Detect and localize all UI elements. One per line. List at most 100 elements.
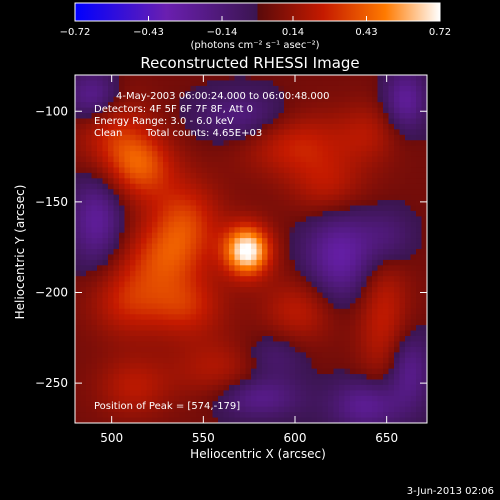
heatmap-cell (410, 200, 417, 207)
heatmap-cell (344, 297, 351, 304)
heatmap-cell (223, 238, 230, 245)
heatmap-cell (344, 270, 351, 277)
heatmap-cell (410, 232, 417, 239)
heatmap-cell (267, 162, 274, 169)
heatmap-cell (317, 172, 324, 179)
heatmap-cell (300, 178, 307, 185)
heatmap-cell (394, 205, 401, 212)
heatmap-cell (399, 107, 406, 114)
heatmap-cell (399, 178, 406, 185)
heatmap-cell (97, 134, 104, 141)
heatmap-cell (108, 118, 115, 125)
heatmap-cell (339, 297, 346, 304)
heatmap-cell (284, 113, 291, 120)
heatmap-cell (311, 129, 318, 136)
heatmap-cell (223, 216, 230, 223)
heatmap-cell (284, 75, 291, 82)
heatmap-cell (421, 341, 427, 348)
heatmap-cell (185, 178, 192, 185)
heatmap-cell (190, 401, 197, 408)
heatmap-cell (157, 406, 164, 413)
heatmap-cell (273, 107, 280, 114)
heatmap-cell (229, 357, 236, 364)
heatmap-cell (366, 363, 373, 370)
heatmap-cell (97, 384, 104, 391)
heatmap-cell (350, 151, 357, 158)
heatmap-cell (295, 265, 302, 272)
heatmap-cell (339, 216, 346, 223)
heatmap-cell (416, 227, 423, 234)
heatmap-cell (333, 319, 340, 326)
heatmap-cell (350, 395, 357, 402)
heatmap-cell (108, 265, 115, 272)
heatmap-cell (306, 140, 313, 147)
heatmap-cell (212, 145, 219, 152)
heatmap-cell (289, 243, 296, 250)
heatmap-cell (262, 330, 269, 337)
heatmap-cell (179, 270, 186, 277)
heatmap-cell (163, 162, 170, 169)
heatmap-cell (152, 107, 159, 114)
heatmap-cell (201, 287, 208, 294)
heatmap-cell (383, 113, 390, 120)
footer-date: 3-Jun-2013 02:06 (407, 486, 494, 497)
heatmap-cell (196, 205, 203, 212)
heatmap-cell (328, 140, 335, 147)
heatmap-cell (361, 205, 368, 212)
heatmap-cell (416, 384, 423, 391)
heatmap-cell (366, 221, 373, 228)
heatmap-cell (102, 200, 109, 207)
heatmap-cell (91, 292, 98, 299)
heatmap-cell (295, 91, 302, 98)
heatmap-cell (333, 384, 340, 391)
heatmap-cell (372, 113, 379, 120)
heatmap-cell (240, 308, 247, 315)
heatmap-cell (102, 140, 109, 147)
heatmap-cell (328, 395, 335, 402)
heatmap-cell (262, 336, 269, 343)
heatmap-cell (163, 210, 170, 217)
heatmap-cell (245, 395, 252, 402)
heatmap-cell (306, 336, 313, 343)
heatmap-cell (256, 140, 263, 147)
heatmap-cell (174, 216, 181, 223)
heatmap-cell (207, 129, 214, 136)
heatmap-cell (317, 151, 324, 158)
heatmap-cell (179, 107, 186, 114)
heatmap-cell (201, 254, 208, 261)
heatmap-cell (377, 221, 384, 228)
colorbar-tick-label: −0.43 (133, 27, 164, 38)
heatmap-cell (317, 287, 324, 294)
heatmap-cell (317, 259, 324, 266)
heatmap-cell (394, 395, 401, 402)
heatmap-cell (405, 145, 412, 152)
heatmap-cell (416, 412, 423, 419)
heatmap-cell (102, 259, 109, 266)
heatmap-cell (179, 216, 186, 223)
heatmap-cell (273, 401, 280, 408)
heatmap-cell (130, 357, 137, 364)
heatmap-cell (377, 379, 384, 386)
heatmap-cell (152, 265, 159, 272)
heatmap-cell (317, 75, 324, 82)
heatmap-cell (311, 259, 318, 266)
heatmap-cell (333, 412, 340, 419)
heatmap-cell (256, 395, 263, 402)
heatmap-cell (113, 232, 120, 239)
heatmap-cell (366, 102, 373, 109)
heatmap-cell (333, 287, 340, 294)
heatmap-cell (141, 210, 148, 217)
heatmap-cell (185, 276, 192, 283)
heatmap-cell (168, 417, 175, 423)
heatmap-cell (168, 178, 175, 185)
heatmap-cell (350, 156, 357, 163)
heatmap-cell (80, 118, 87, 125)
heatmap-cell (388, 156, 395, 163)
heatmap-cell (223, 162, 230, 169)
heatmap-cell (223, 249, 230, 256)
heatmap-cell (196, 118, 203, 125)
heatmap-cell (262, 200, 269, 207)
heatmap-cell (75, 189, 82, 196)
heatmap-cell (388, 183, 395, 190)
heatmap-cell (262, 390, 269, 397)
